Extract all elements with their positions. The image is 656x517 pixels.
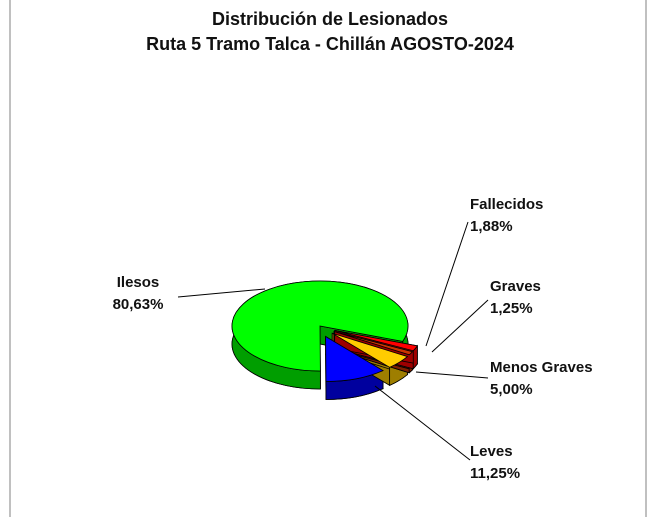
slice: [325, 335, 384, 382]
slice-label: Menos Graves: [490, 359, 593, 376]
slice-label: Ilesos: [117, 274, 160, 291]
slice: [334, 330, 419, 352]
slice-label: Leves: [470, 443, 513, 460]
slice: [231, 280, 409, 372]
slice-value-label: 11,25%: [470, 465, 520, 482]
pie-tops: [231, 280, 419, 382]
slice-value-label: 80,63%: [113, 296, 164, 313]
slice-label: Fallecidos: [470, 196, 543, 213]
leader-line: [415, 371, 489, 379]
slice-label: Graves: [490, 278, 541, 295]
slice: [332, 332, 409, 368]
leader-line: [431, 299, 489, 353]
leader-line: [374, 385, 471, 461]
frame: [9, 0, 647, 517]
slice-value-label: 5,00%: [490, 381, 533, 398]
leader-line: [425, 221, 469, 347]
chart-title: Distribución de Lesionados: [212, 9, 448, 29]
slice: [333, 331, 414, 356]
slice-value-label: 1,25%: [490, 300, 533, 317]
slice-value-label: 1,88%: [470, 218, 513, 235]
chart-subtitle: Ruta 5 Tramo Talca - Chillán AGOSTO-2024: [146, 34, 514, 54]
leader-line: [177, 288, 266, 298]
